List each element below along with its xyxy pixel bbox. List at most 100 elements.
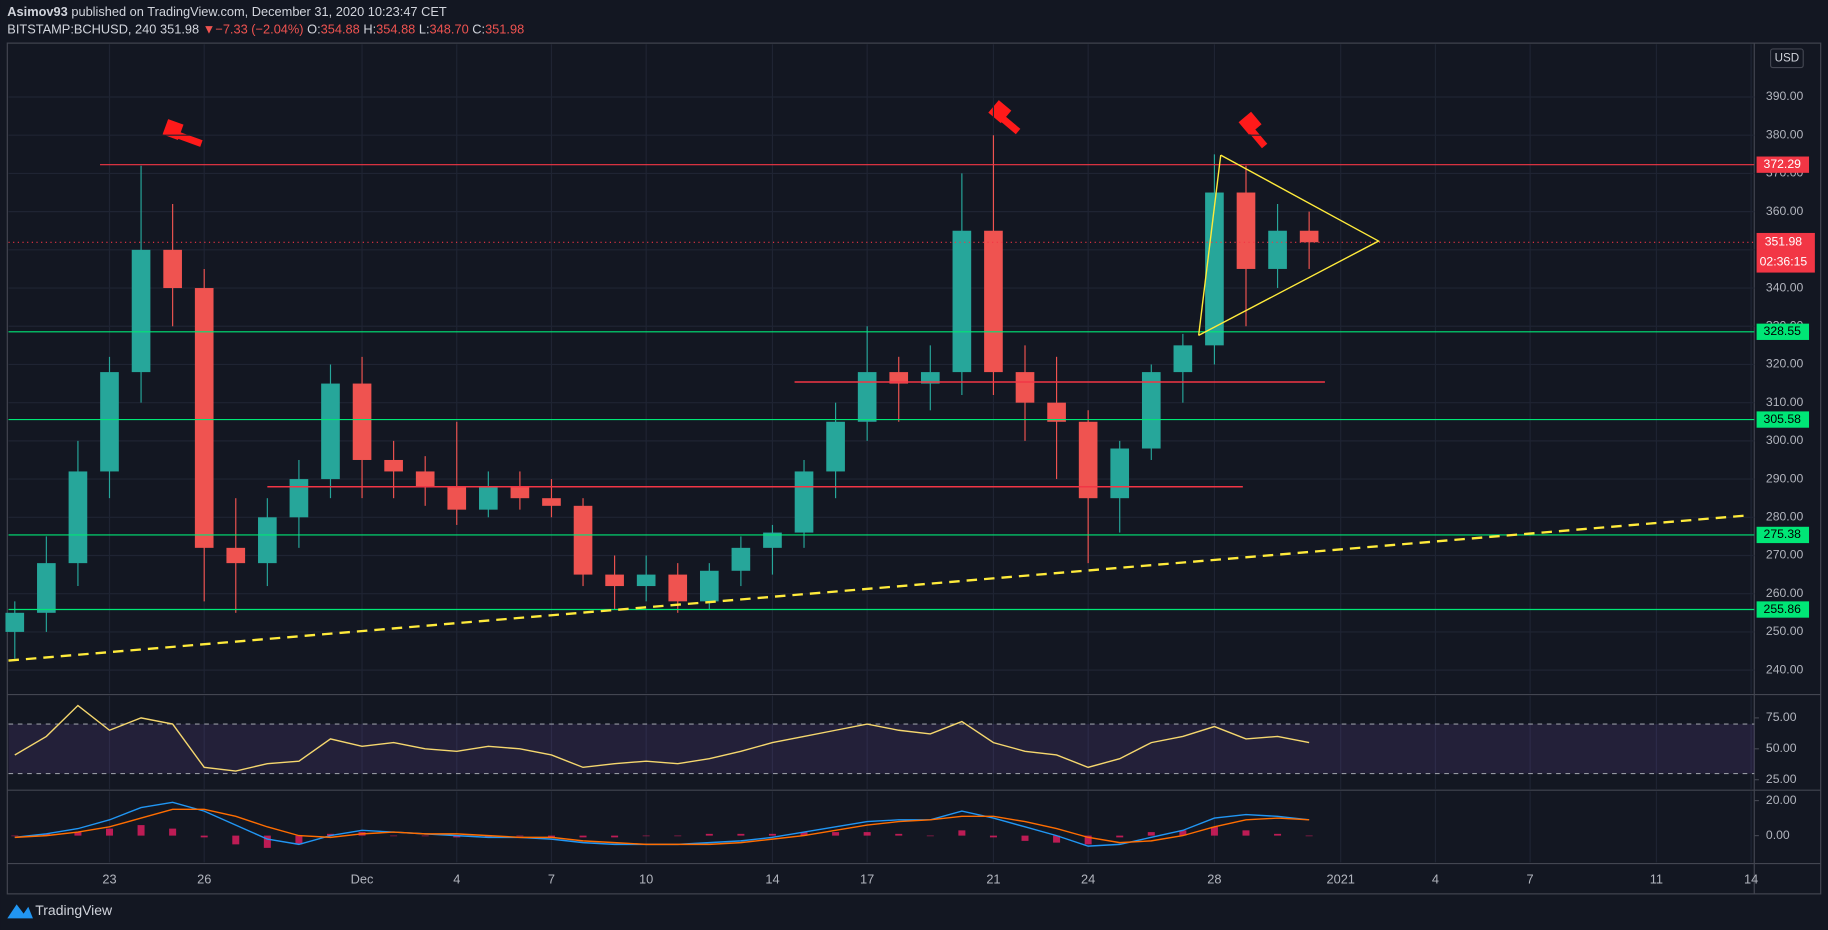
macd-histogram-bar — [484, 835, 492, 838]
logo — [7, 904, 33, 919]
macd-histogram-bar — [137, 825, 145, 836]
macd-histogram-bar — [1210, 826, 1218, 836]
macd-histogram-bar — [674, 835, 682, 837]
macd-histogram-bar — [768, 833, 776, 836]
candle-body — [479, 486, 498, 510]
level-label: 255.86 — [1764, 602, 1802, 616]
level-label: 305.58 — [1764, 412, 1802, 426]
macd-histogram-bar — [1084, 835, 1092, 845]
candle-body — [1015, 372, 1035, 403]
candle-body — [636, 574, 656, 587]
candle-body — [384, 459, 403, 472]
symbol-line: BITSTAMP:BCHUSD, 240 351.98 ▼−7.33 (−2.0… — [7, 22, 524, 37]
y-tick-label: 240.00 — [1766, 662, 1804, 676]
macd-histogram-bar — [200, 835, 208, 838]
x-tick-label: Dec — [351, 871, 374, 886]
y-tick-label: 290.00 — [1766, 471, 1804, 485]
y-tick-label: 270.00 — [1766, 548, 1804, 562]
candle-body — [68, 471, 88, 564]
x-tick-label: 14 — [765, 871, 779, 886]
y-tick-label: 360.00 — [1766, 204, 1804, 218]
x-tick-label: 21 — [986, 871, 1000, 886]
macd-line — [14, 808, 1310, 846]
y-tick-label: 25.00 — [1766, 772, 1797, 786]
macd-histogram-bar — [169, 828, 177, 836]
y-tick-label: 260.00 — [1766, 586, 1804, 600]
candle-body — [37, 563, 56, 613]
level-label: 275.38 — [1764, 527, 1802, 541]
rsi-line — [14, 704, 1310, 772]
x-tick-label: 7 — [548, 871, 555, 886]
candle-body — [1236, 192, 1256, 269]
ohlc-value: 351.98 — [485, 22, 524, 37]
ohlc-value: 354.88 — [376, 22, 415, 37]
macd-histogram-bar — [1274, 833, 1282, 836]
x-tick-label: 28 — [1207, 871, 1221, 886]
price: 351.98 — [160, 22, 199, 37]
candle-body — [763, 532, 782, 548]
candle-body — [289, 479, 309, 518]
ohlc-value: 354.88 — [321, 22, 360, 37]
triangle-edge — [1197, 155, 1222, 336]
macd-histogram-bar — [74, 832, 82, 836]
macd-histogram-bar — [705, 833, 713, 836]
level-label-box — [1756, 601, 1810, 618]
hammer — [988, 100, 1021, 135]
rsi-band — [8, 724, 1755, 774]
macd-histogram-bar — [958, 830, 966, 836]
hammer — [1238, 111, 1268, 149]
last-price-box — [1756, 232, 1815, 273]
candle-body — [826, 421, 845, 472]
x-tick-label: 17 — [860, 871, 874, 886]
currency-box — [1769, 48, 1804, 69]
candle-body — [5, 612, 25, 632]
triangle-pattern — [1198, 154, 1381, 337]
footer-brand: TradingView — [35, 902, 113, 918]
x-tick-label: 10 — [639, 871, 653, 886]
candle-body — [1110, 448, 1130, 499]
x-tick-label: 14 — [1744, 871, 1758, 886]
macd-histogram-bar — [926, 835, 934, 837]
ohlc-label: O: — [307, 22, 321, 37]
macd-histogram-bar — [863, 832, 871, 836]
y-tick-label: 250.00 — [1766, 624, 1804, 638]
macd-histogram-bar — [42, 833, 50, 836]
x-tick-label: 24 — [1081, 871, 1095, 886]
macd-histogram-bar — [105, 828, 113, 836]
y-tick-label: 0.00 — [1766, 828, 1790, 842]
candle-body — [1299, 230, 1319, 243]
macd-histogram-bar — [1021, 835, 1029, 841]
candle-body — [510, 486, 530, 499]
macd-histogram-bar — [579, 835, 587, 838]
frame — [6, 42, 1822, 895]
currency: USD — [1775, 51, 1800, 64]
candle-body — [131, 249, 151, 373]
macd-histogram-bar — [263, 835, 271, 848]
candle-body — [321, 383, 340, 480]
last-price-label: 351.98 — [1765, 235, 1803, 249]
x-tick-label: 7 — [1527, 871, 1534, 886]
macd-histogram-bar — [390, 835, 398, 837]
candle-body — [794, 471, 814, 533]
macd-histogram-bar — [295, 835, 303, 845]
candle-body — [1205, 192, 1224, 346]
macd-histogram-bar — [326, 833, 334, 836]
x-tick-label: 26 — [197, 871, 211, 886]
macd-histogram-bar — [11, 835, 19, 837]
y-tick-label: 75.00 — [1766, 710, 1797, 724]
y-tick-label: 50.00 — [1766, 741, 1797, 755]
y-tick-label: 340.00 — [1766, 280, 1804, 294]
y-tick-label: 280.00 — [1766, 510, 1804, 524]
macd-histogram-bar — [1116, 835, 1124, 838]
candle-body — [731, 547, 751, 571]
candle-body — [699, 570, 719, 602]
candle-body — [542, 498, 561, 506]
candle-body — [1078, 421, 1098, 499]
candle-body — [100, 372, 119, 472]
symbol: BITSTAMP:BCHUSD, 240 — [7, 22, 156, 37]
x-tick-label: 23 — [102, 871, 116, 886]
macd-histogram-bar — [1053, 835, 1061, 843]
candle-body — [194, 288, 214, 548]
